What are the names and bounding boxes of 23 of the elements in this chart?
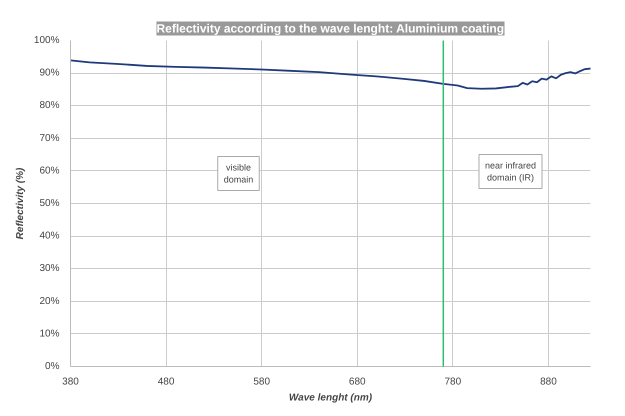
line-series — [70, 59, 590, 90]
y-tick-label: 60% — [39, 165, 60, 176]
y-tick-label: 90% — [39, 68, 60, 79]
y-axis-title: Reflectivity (%) — [14, 166, 26, 240]
y-tick-label: 30% — [39, 263, 60, 274]
y-tick-label: 10% — [39, 328, 60, 340]
x-tick-label: 680 — [348, 376, 366, 388]
y-tick-label: 80% — [39, 100, 60, 112]
y-tick-label: 70% — [39, 132, 60, 144]
x-tick-label: 580 — [253, 376, 270, 388]
x-tick-label: 380 — [62, 376, 80, 388]
x-tick-label: 780 — [444, 376, 462, 388]
y-tick-label: 40% — [39, 230, 60, 242]
x-tick-label: 880 — [540, 376, 558, 388]
y-tick-label: 100% — [34, 35, 60, 46]
y-tick-label: 50% — [39, 198, 60, 209]
annotation: visible domain — [224, 162, 254, 184]
y-tick-label: 20% — [39, 296, 60, 307]
y-tick-label: 0% — [45, 361, 60, 372]
x-axis-title: Wave lenght (nm) — [288, 392, 373, 404]
x-tick-label: 480 — [158, 376, 175, 388]
annotation: near infrared domain (IR) — [484, 160, 536, 182]
chart-title: Reflectivity according to the wave lenght: Aluminium coating — [156, 22, 504, 36]
